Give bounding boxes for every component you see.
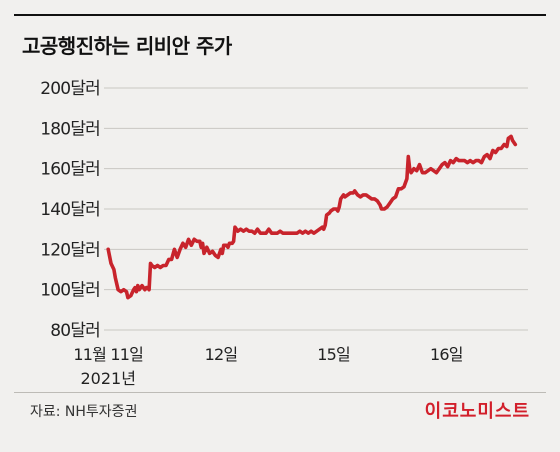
y-tick-label: 120달러	[40, 240, 100, 260]
y-tick-label: 200달러	[40, 79, 100, 99]
x-tick-label: 11월 11일	[73, 345, 143, 364]
y-axis-labels: 200달러 180달러 160달러 140달러 120달러 100달러 80달러	[40, 79, 101, 341]
source-note: 자료: NH투자증권	[30, 404, 138, 420]
top-rule	[14, 14, 546, 16]
x-tick-label: 15일	[317, 345, 350, 364]
y-tick-label: 80달러	[50, 321, 100, 341]
y-tick-label: 100달러	[40, 281, 100, 301]
x-tick-label: 16일	[430, 345, 463, 364]
x-tick-sublabel: 2021년	[80, 369, 135, 388]
publisher-logo: 이코노미스트	[424, 401, 530, 422]
x-tick-label: 12일	[205, 345, 238, 364]
bottom-rule	[14, 392, 546, 393]
y-tick-label: 140달러	[40, 200, 100, 220]
series-layer	[106, 134, 518, 300]
y-tick-label: 160달러	[40, 160, 100, 180]
x-axis-labels: 11월 11일 2021년 12일 15일 16일	[73, 345, 463, 388]
chart-title: 고공행진하는 리비안 주가	[22, 34, 232, 58]
y-tick-label: 180달러	[40, 119, 100, 139]
price-line	[106, 134, 518, 300]
line-chart: 200달러 180달러 160달러 140달러 120달러 100달러 80달러 11월 1…	[40, 79, 528, 388]
grid-lines	[104, 87, 528, 331]
